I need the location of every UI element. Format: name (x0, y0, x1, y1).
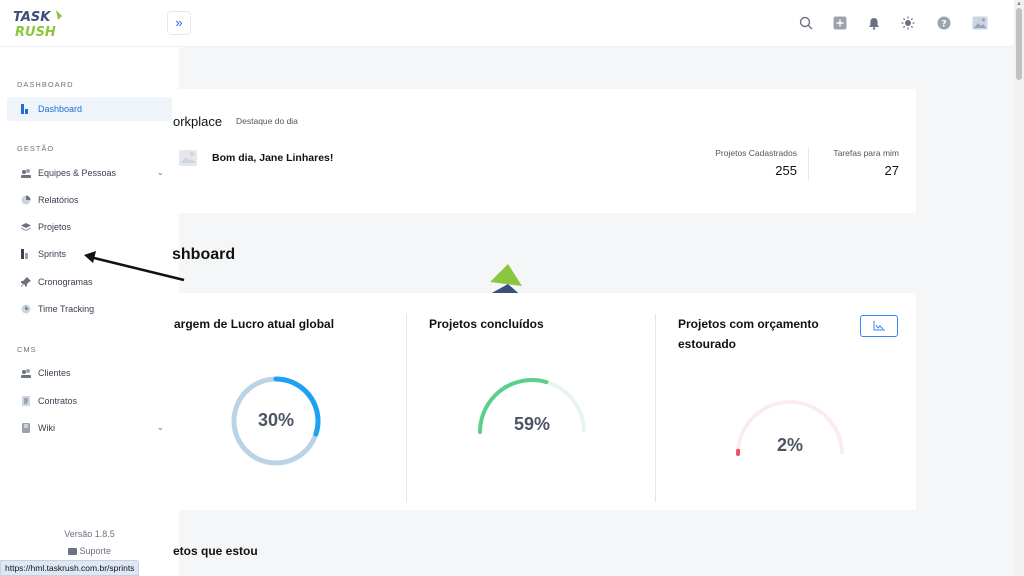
chevron-down-icon[interactable]: ⌄ (156, 422, 164, 432)
people-icon (21, 168, 31, 178)
gauge-fill (231, 376, 321, 466)
sidebar-item-cronogramas[interactable]: Cronogramas (7, 270, 172, 294)
gauge-value-concluidos: 59% (513, 414, 551, 434)
gauge-orcamento (736, 400, 844, 456)
logo-text-1: TASK (13, 10, 51, 25)
stat-label-projetos: Projetos Cadastrados (715, 148, 797, 158)
status-bar-url: https://hml.taskrush.com.br/sprints (0, 560, 140, 576)
sidebar-item-label: Contratos (38, 396, 78, 406)
clock-icon (21, 304, 31, 314)
dashboard-icon (21, 104, 31, 114)
kpi-divider-1 (406, 314, 407, 502)
kpi-title-margem: argem de Lucro atual global (174, 317, 335, 331)
help-icon[interactable]: ? (935, 14, 953, 32)
logo-text-2: RUSH (15, 25, 56, 40)
support-link[interactable]: Suporte (0, 546, 179, 556)
vertical-scrollbar[interactable]: ▲ (1014, 0, 1024, 576)
sidebar-item-clientes[interactable]: Clientes (7, 361, 172, 385)
support-label: Suporte (79, 546, 112, 556)
pie-chart-icon (21, 195, 31, 205)
sidebar-item-label: Sprints (38, 249, 67, 259)
stat-divider (808, 147, 809, 181)
scrollbar-thumb[interactable] (1016, 8, 1022, 80)
sidebar-item-label: Time Tracking (38, 304, 95, 314)
bell-icon[interactable] (865, 14, 883, 32)
image-placeholder-icon (179, 150, 197, 166)
chat-icon (67, 548, 77, 556)
sidebar-item-relatorios[interactable]: Relatórios (7, 188, 172, 212)
scroll-up-icon[interactable]: ▲ (1016, 1, 1022, 7)
document-icon (21, 396, 31, 406)
workplace-subtitle: Destaque do dia (236, 116, 298, 126)
stat-label-tarefas: Tarefas para mim (833, 148, 899, 158)
sidebar-item-label: Wiki (38, 423, 55, 433)
plus-icon[interactable] (831, 14, 849, 32)
sidebar-item-label: Equipes & Pessoas (38, 168, 117, 178)
people-icon (21, 368, 31, 378)
kpi-divider-2 (655, 314, 656, 502)
sidebar-item-label: Dashboard (38, 104, 83, 114)
dashboard-title: shboard (172, 246, 236, 263)
sidebar-item-sprints[interactable]: Sprints (7, 242, 172, 266)
gauge-track (736, 400, 844, 455)
sidebar-item-label: Cronogramas (38, 277, 93, 287)
gauge-value-margem: 30% (257, 410, 295, 430)
section-label-dashboard: DASHBOARD (17, 80, 74, 89)
stack-icon (21, 222, 31, 232)
sidebar-item-time-tracking[interactable]: Time Tracking (7, 297, 172, 321)
workplace-card (179, 89, 916, 213)
annotation-arrow-icon (84, 251, 185, 282)
expand-sidebar-button[interactable]: » (167, 11, 191, 35)
sprints-icon (21, 249, 31, 259)
version-text: Versão 1.8.5 (64, 529, 115, 539)
workplace-title: orkplace (173, 114, 223, 129)
section-label-cms: CMS (17, 345, 37, 354)
sidebar: DASHBOARD Dashboard GESTÃO Equipes & Pes… (0, 47, 179, 576)
svg-text:?: ? (941, 20, 946, 30)
chart-toggle-button[interactable] (860, 315, 898, 337)
avatar-icon[interactable] (971, 14, 989, 32)
sidebar-item-label: Clientes (38, 368, 71, 378)
search-icon[interactable] (797, 14, 815, 32)
sidebar-item-label: Projetos (38, 222, 72, 232)
sidebar-item-label: Relatórios (38, 195, 79, 205)
gauge-concluidos (478, 378, 586, 434)
book-icon (21, 423, 31, 433)
sun-icon[interactable] (899, 14, 917, 32)
pin-icon (21, 277, 31, 287)
sidebar-item-projetos[interactable]: Projetos (7, 215, 172, 239)
gauge-value-orcamento: 2% (776, 435, 803, 455)
gauge-fill (478, 378, 586, 434)
kpi-title-concluidos: Projetos concluídos (429, 317, 544, 331)
stat-value-tarefas: 27 (884, 163, 899, 178)
taskrush-logo[interactable]: TASK RUSH (12, 8, 64, 40)
sidebar-item-dashboard[interactable]: Dashboard (7, 97, 172, 121)
gauge-margem (231, 376, 321, 466)
sidebar-item-equipes[interactable]: Equipes & Pessoas ⌄ (7, 161, 172, 185)
top-bar: TASK RUSH » ? (0, 0, 1014, 47)
chevron-down-icon[interactable]: ⌄ (156, 167, 164, 177)
sidebar-item-wiki[interactable]: Wiki ⌄ (7, 416, 172, 440)
section-label-gestao: GESTÃO (17, 144, 55, 153)
sidebar-item-contratos[interactable]: Contratos (7, 389, 172, 413)
section-title-projetos: etos que estou (173, 544, 258, 558)
kpi-title-orcamento: Projetos com orçamento estourado (678, 317, 819, 351)
greeting-text: Bom dia, Jane Linhares! (212, 152, 334, 164)
stat-value-projetos: 255 (775, 163, 797, 178)
line-chart-icon (873, 321, 885, 331)
